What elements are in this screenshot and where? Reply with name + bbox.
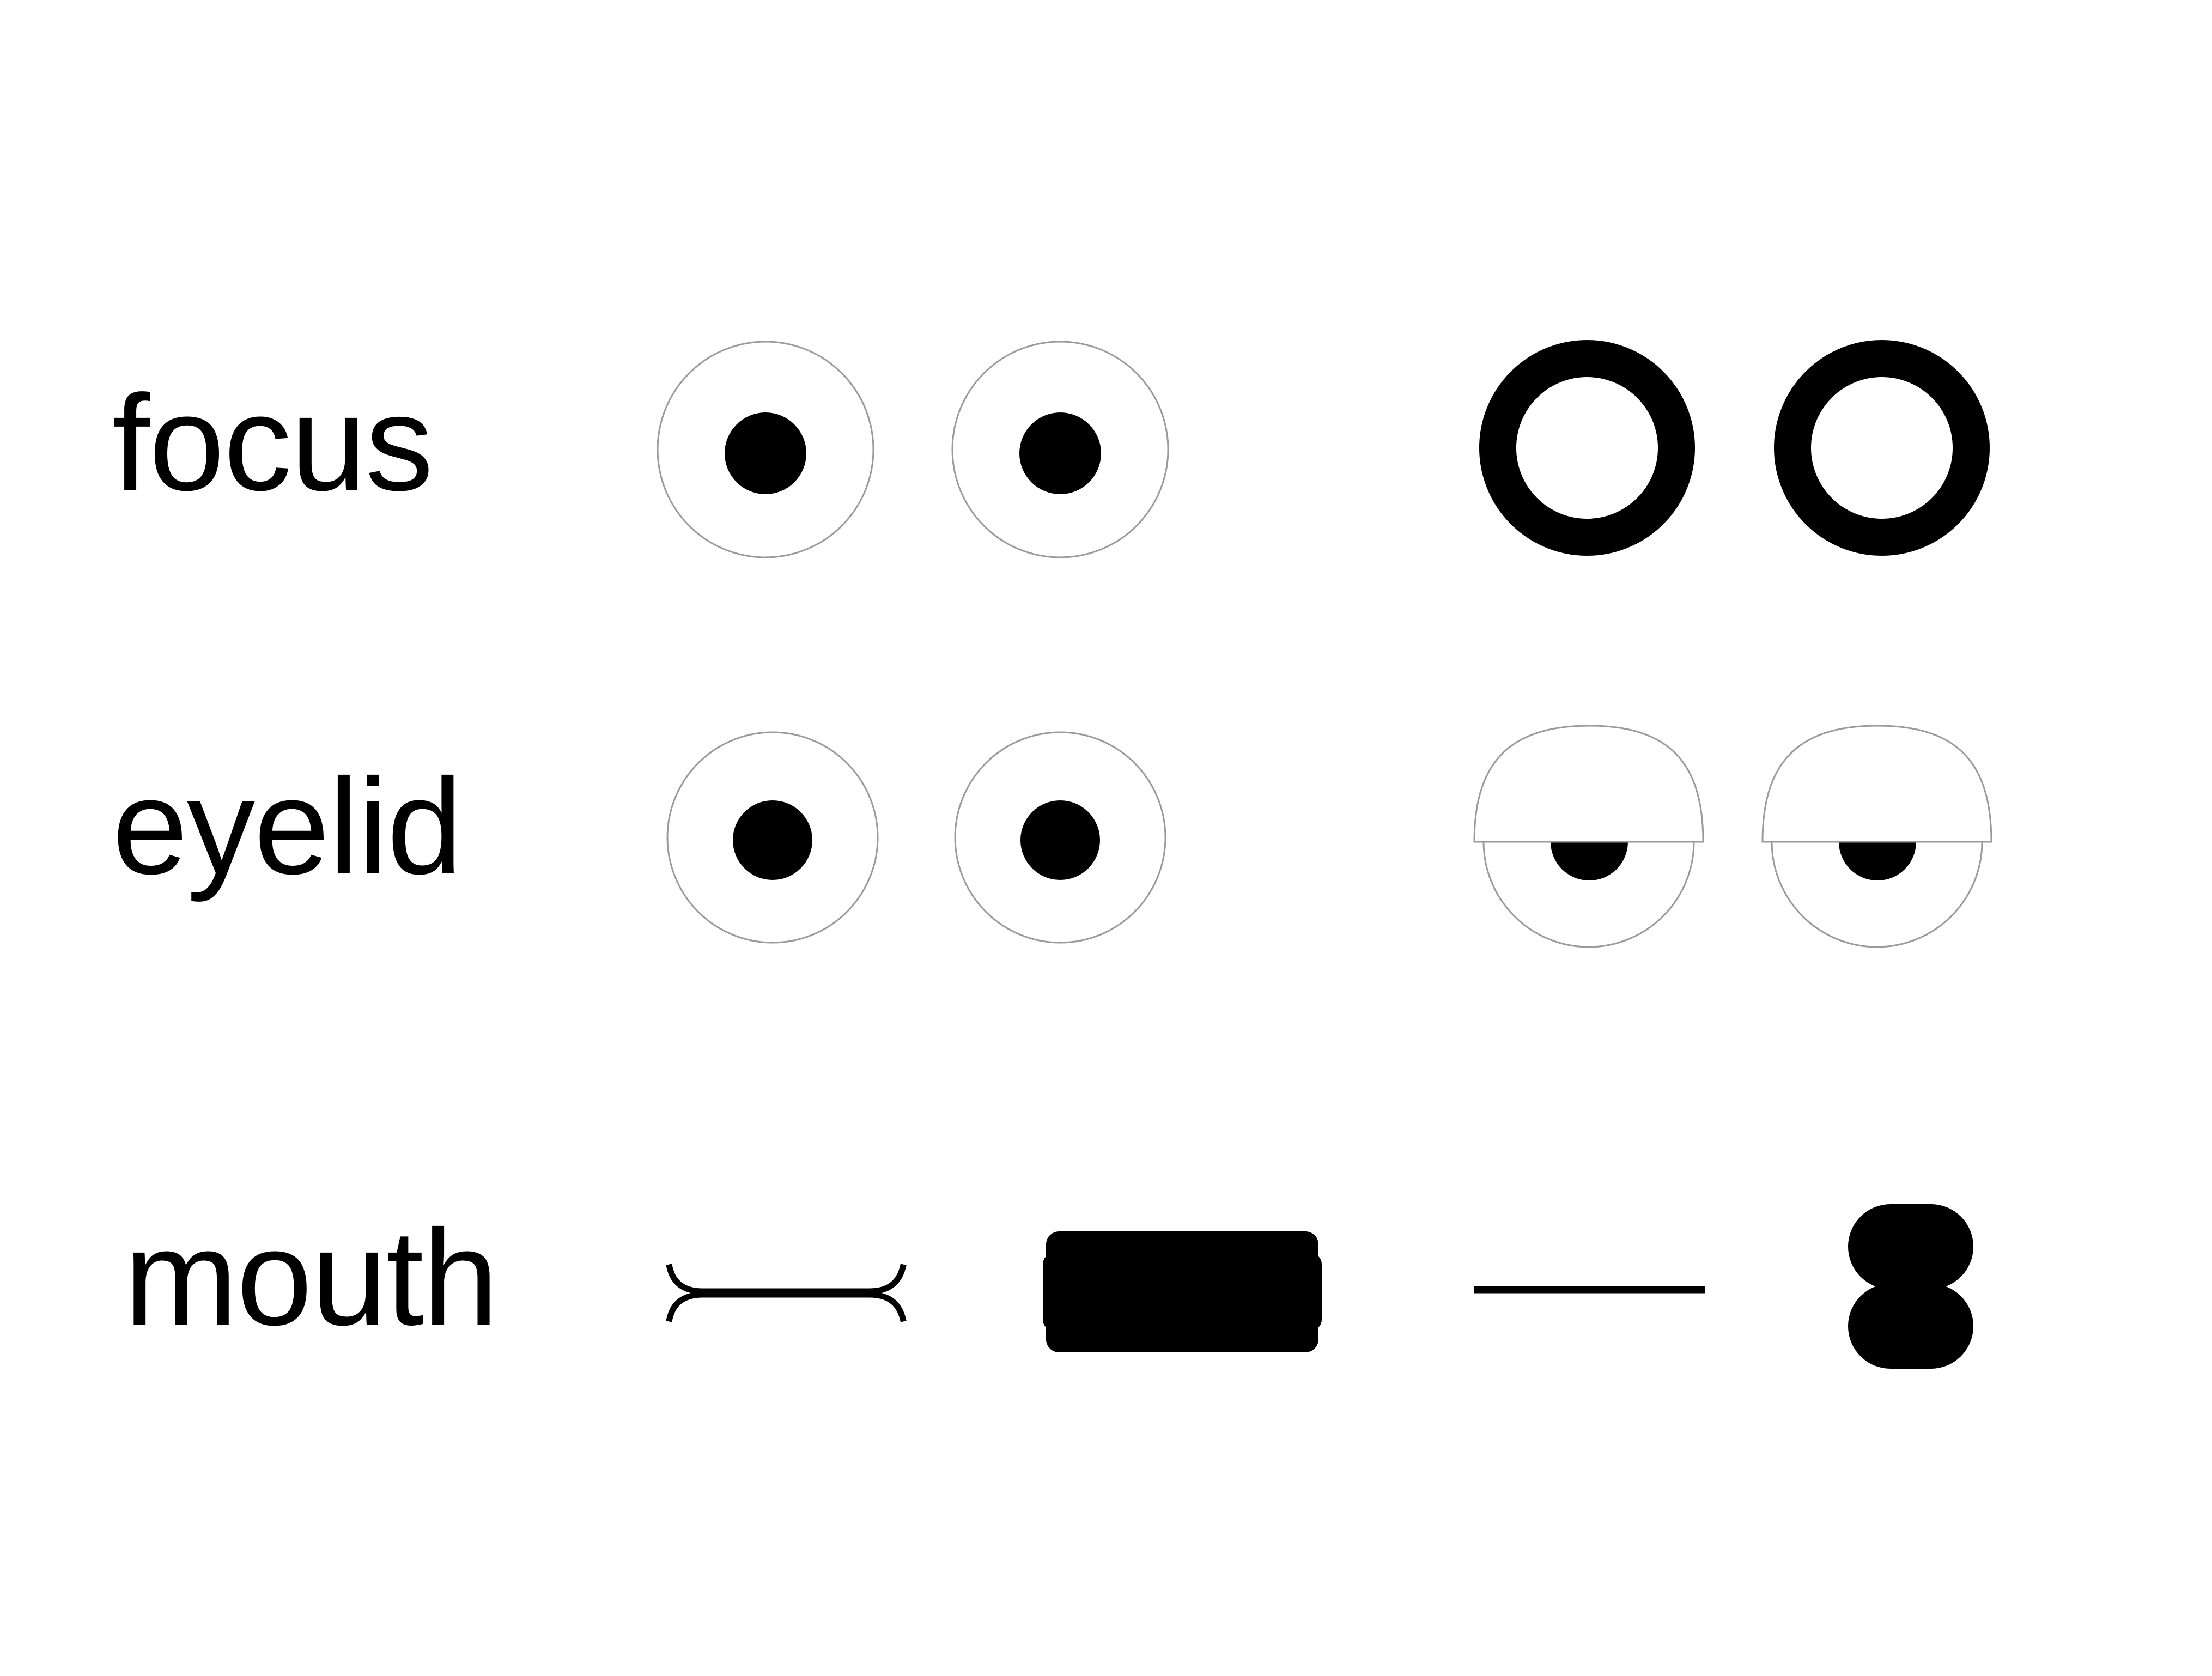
focus-label: focus: [112, 367, 434, 519]
pupil: [725, 412, 806, 494]
eyelid-eye-open-right: [954, 731, 1166, 944]
pupil: [1020, 800, 1100, 880]
mouth-lower-lobe: [1848, 1284, 1973, 1369]
lower-eyeball: [1771, 841, 1983, 948]
focus-eye-open-right: [951, 341, 1169, 558]
eyelid-shape: [1473, 725, 1704, 843]
mouth-label: mouth: [124, 1201, 499, 1353]
focus-eye-unfocused-left: [1479, 340, 1695, 556]
eyelid-eye-droopy-right: [1761, 725, 1992, 948]
pupil: [733, 800, 812, 880]
mouth-bracket-smile: [666, 1264, 907, 1322]
eyelid-eye-droopy-left: [1473, 725, 1704, 948]
focus-eye-open-left: [657, 341, 874, 558]
focus-eye-unfocused-right: [1774, 340, 1990, 556]
eyelid-shape: [1761, 725, 1992, 843]
pupil: [1019, 412, 1101, 494]
half-pupil: [1839, 842, 1916, 880]
ring-eye: [1479, 340, 1695, 556]
ring-eye: [1774, 340, 1990, 556]
focus-row: [657, 340, 1990, 558]
half-pupil: [1551, 842, 1628, 880]
eyelid-eye-open-left: [666, 731, 879, 944]
lower-eyeball: [1482, 841, 1695, 948]
mouth-upper-lobe: [1848, 1204, 1973, 1289]
mouth-block-side: [1043, 1253, 1322, 1331]
mouth-open-rectangle: [1043, 1231, 1322, 1352]
mouth-row: [666, 1204, 1973, 1369]
mouth-pinched-o: [1848, 1204, 1973, 1369]
eyelid-row: [666, 725, 1992, 948]
eyelid-label: eyelid: [112, 750, 463, 902]
